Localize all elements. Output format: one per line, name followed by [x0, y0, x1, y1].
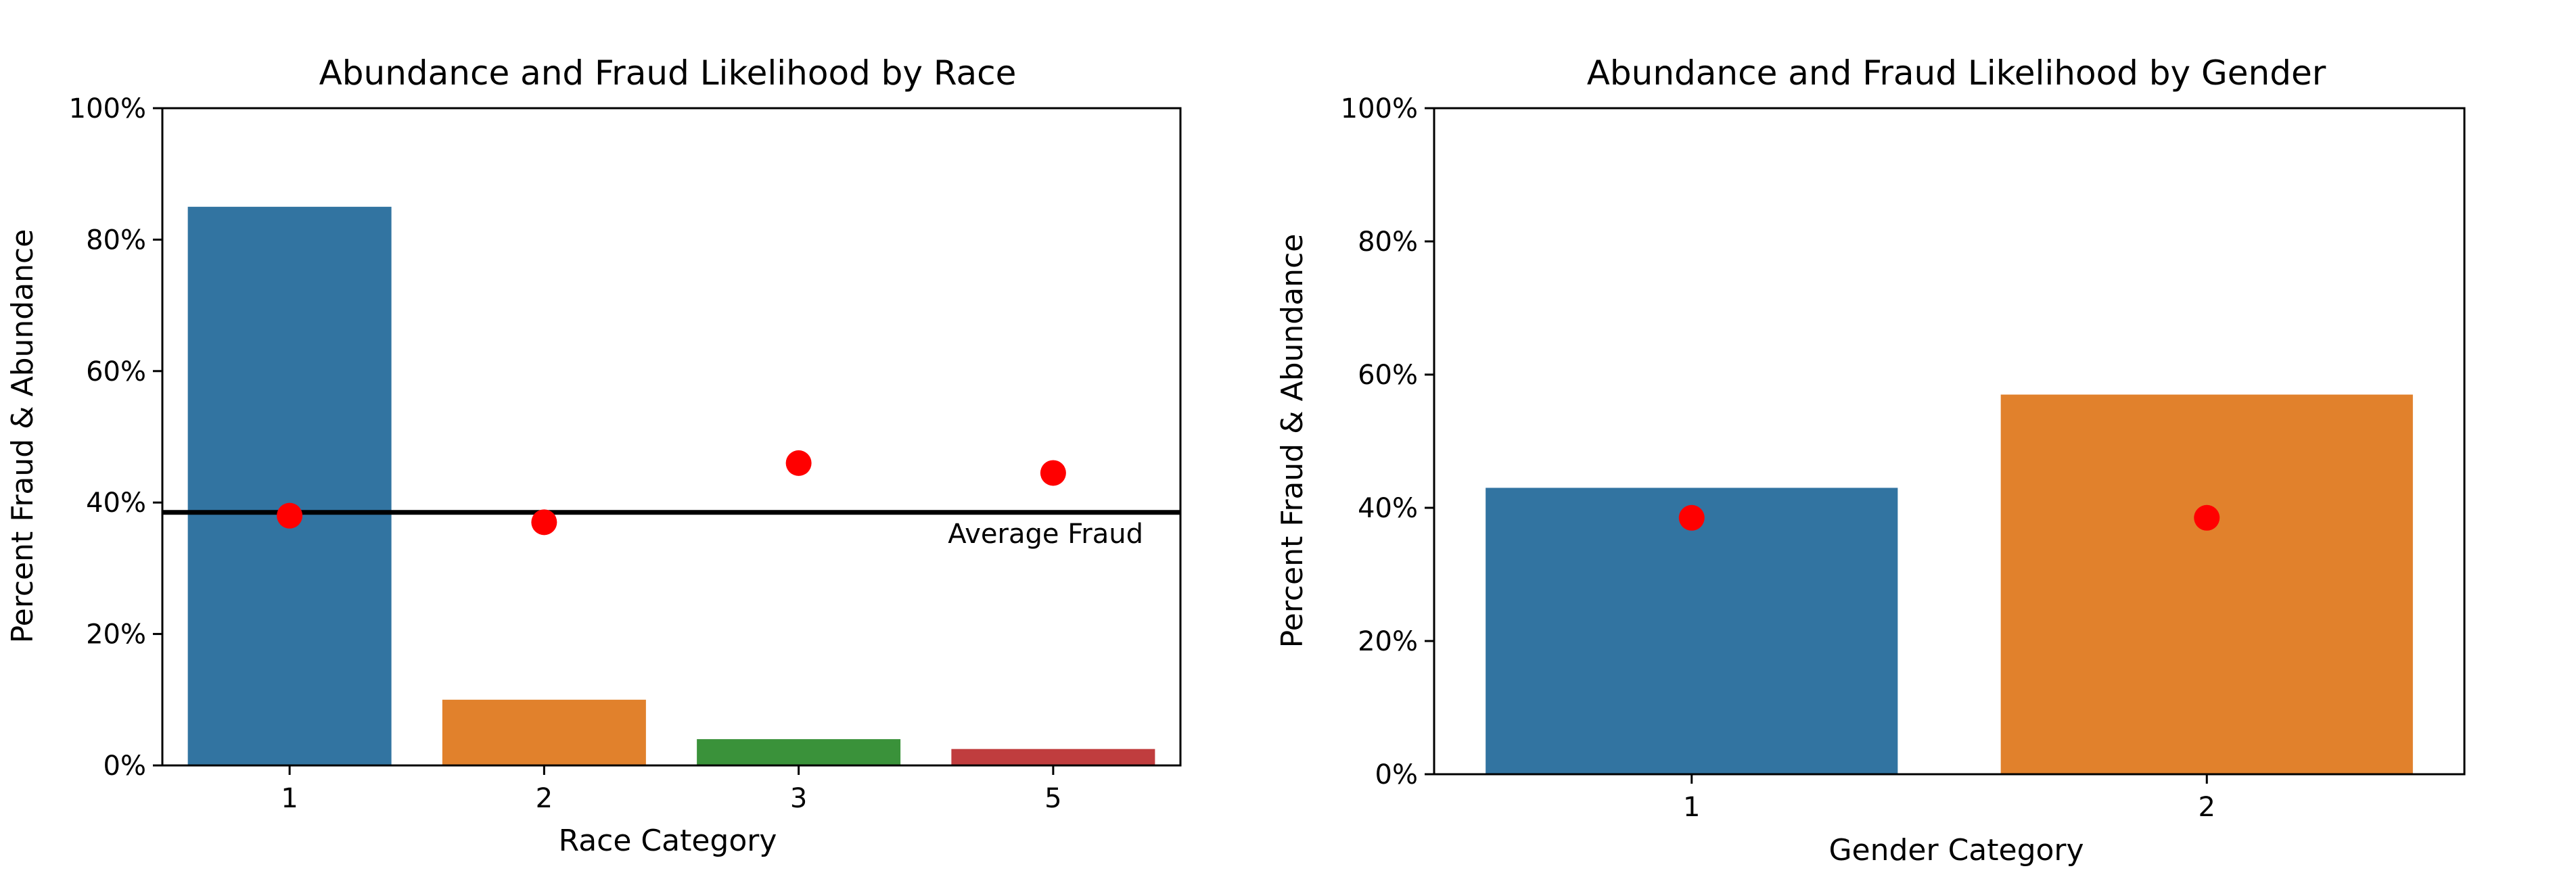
gender-y-tick-label: 100%	[1341, 93, 1418, 124]
race-bar-3	[697, 739, 901, 765]
gender-y-tick-label: 0%	[1375, 759, 1418, 790]
race-chart-fraud-points	[277, 450, 1066, 536]
gender-chart-y-ticks: 0% 20% 40% 60% 80% 100%	[1341, 93, 1434, 790]
race-bar-2	[442, 699, 646, 765]
race-chart: Abundance and Fraud Likelihood by Race P…	[5, 53, 1182, 858]
gender-chart-plot-frame	[1433, 107, 2466, 776]
race-fraud-point-1	[277, 502, 303, 529]
race-x-tick-label: 5	[1044, 783, 1061, 814]
race-y-tick-label: 60%	[86, 356, 146, 387]
gender-chart-bars	[1486, 394, 2413, 774]
race-chart-x-axis-label: Race Category	[559, 824, 777, 858]
gender-x-tick-label: 2	[2199, 792, 2215, 823]
race-bar-1	[187, 206, 392, 765]
race-chart-y-ticks: 0% 20% 40% 60% 80% 100%	[69, 93, 162, 782]
gender-chart-fraud-points	[1678, 504, 2220, 531]
gender-bar-1	[1486, 488, 1898, 774]
race-fraud-point-3	[785, 450, 812, 476]
race-chart-x-ticks: 1 2 3 5	[281, 765, 1062, 814]
race-x-tick-label: 2	[536, 783, 553, 814]
race-chart-plot-frame	[161, 107, 1182, 767]
race-y-tick-label: 100%	[69, 93, 146, 124]
race-x-tick-label: 1	[281, 783, 298, 814]
race-chart-y-axis-label: Percent Fraud & Abundance	[5, 229, 40, 644]
race-y-tick-label: 40%	[86, 488, 146, 519]
race-bar-5	[951, 749, 1155, 765]
race-y-tick-label: 0%	[104, 751, 146, 782]
gender-x-tick-label: 1	[1683, 792, 1700, 823]
race-chart-title: Abundance and Fraud Likelihood by Race	[319, 53, 1017, 93]
race-y-tick-label: 80%	[86, 224, 146, 256]
gender-fraud-point-2	[2194, 504, 2220, 531]
gender-y-tick-label: 20%	[1358, 626, 1418, 657]
race-chart-bars	[187, 206, 1155, 765]
gender-chart-y-axis-label: Percent Fraud & Abundance	[1275, 234, 1310, 648]
race-fraud-point-2	[531, 509, 557, 536]
gender-fraud-point-1	[1678, 504, 1705, 531]
gender-chart-x-axis-label: Gender Category	[1828, 833, 2084, 868]
gender-chart-title: Abundance and Fraud Likelihood by Gender	[1587, 53, 2326, 93]
gender-y-tick-label: 80%	[1358, 227, 1418, 258]
gender-bar-2	[2000, 394, 2413, 774]
gender-y-tick-label: 40%	[1358, 493, 1418, 524]
average-fraud-label: Average Fraud	[948, 519, 1143, 550]
race-fraud-point-5	[1040, 460, 1066, 486]
race-y-tick-label: 20%	[86, 619, 146, 650]
gender-chart: Abundance and Fraud Likelihood by Gender…	[1275, 53, 2466, 868]
gender-y-tick-label: 60%	[1358, 360, 1418, 391]
race-x-tick-label: 3	[790, 783, 807, 814]
